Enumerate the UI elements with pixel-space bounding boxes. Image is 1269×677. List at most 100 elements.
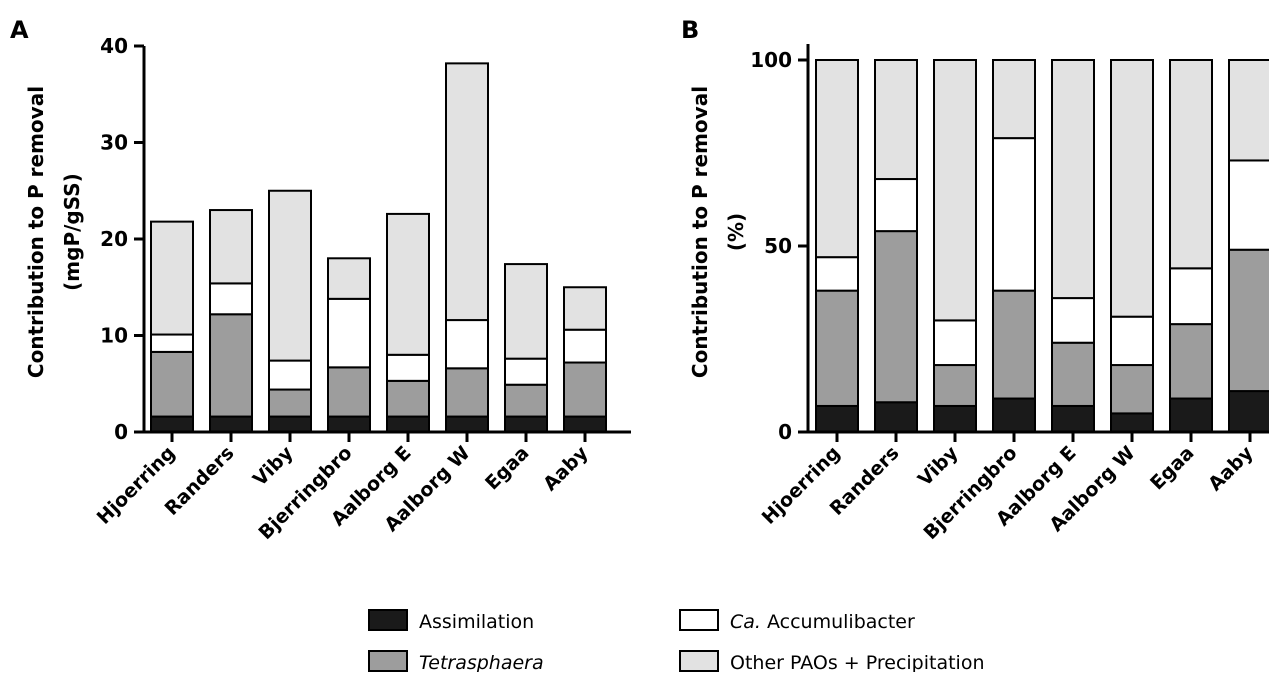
bar-hjoerring-series-3 — [815, 59, 859, 259]
bar-bjerringbro-series-3 — [327, 257, 371, 300]
bar-randers-series-2 — [209, 282, 253, 316]
x-tick-label: Egaa — [1146, 442, 1198, 494]
bar-bjerringbro-series-2 — [992, 137, 1036, 292]
bar-hjoerring-series-0 — [150, 415, 194, 433]
bar-aalborg-e-series-1 — [1051, 341, 1095, 407]
bar-aalborg-w-series-1 — [445, 367, 489, 418]
bar-aalborg-e-series-2 — [1051, 297, 1095, 344]
bar-hjoerring-series-1 — [150, 350, 194, 418]
bar-aalborg-w-series-3 — [1110, 59, 1154, 318]
bar-bjerringbro-series-2 — [327, 297, 371, 369]
bar-randers-series-3 — [874, 59, 918, 181]
x-tick-label: Aaby — [539, 442, 593, 496]
bar-aalborg-e-series-3 — [386, 212, 430, 356]
bar-egaa-series-2 — [1169, 267, 1213, 326]
bar-hjoerring-series-1 — [815, 289, 859, 407]
bar-egaa-series-3 — [1169, 59, 1213, 270]
bar-hjoerring-series-2 — [815, 256, 859, 292]
y-axis-title-unit: (mgP/gSS) — [60, 173, 84, 291]
bar-aalborg-w-series-0 — [445, 415, 489, 433]
panel-label: A — [10, 16, 29, 44]
bar-viby-series-0 — [268, 415, 312, 433]
panel-label: B — [681, 16, 699, 44]
legend-label-text: Assimilation — [419, 611, 534, 633]
bar-hjoerring-series-0 — [815, 404, 859, 433]
y-tick-label: 100 — [750, 48, 792, 72]
y-tick-label: 0 — [114, 420, 128, 444]
bar-aaby-series-1 — [563, 361, 607, 418]
legend-swatch-assimilation — [368, 609, 408, 631]
bar-aalborg-w-series-2 — [1110, 315, 1154, 367]
bar-aalborg-e-series-2 — [386, 353, 430, 382]
legend-swatch-other-paos — [679, 650, 719, 672]
legend-label-other-paos: Other PAOs + Precipitation — [730, 652, 985, 672]
bar-egaa-series-1 — [504, 383, 548, 418]
bar-egaa-series-1 — [1169, 323, 1213, 400]
x-tick-label: Hjoerring — [758, 442, 845, 529]
bar-bjerringbro-series-1 — [992, 289, 1036, 400]
bar-bjerringbro-series-1 — [327, 366, 371, 418]
bar-randers-series-0 — [874, 401, 918, 433]
y-tick-label: 30 — [100, 131, 128, 155]
bar-egaa-series-3 — [504, 263, 548, 360]
bar-aalborg-w-series-3 — [445, 62, 489, 322]
bar-randers-series-1 — [209, 313, 253, 418]
bar-aalborg-e-series-3 — [1051, 59, 1095, 300]
bar-egaa-series-2 — [504, 357, 548, 386]
bar-viby-series-0 — [933, 404, 977, 433]
bar-aalborg-e-series-0 — [1051, 404, 1095, 433]
legend-label-italic: Ca. — [730, 611, 761, 633]
bar-randers-series-0 — [209, 415, 253, 433]
legend-label-tetrasphaera: Tetrasphaera — [419, 652, 544, 672]
bar-aalborg-w-series-2 — [445, 319, 489, 370]
bar-aaby-series-3 — [1228, 59, 1269, 162]
legend-swatch-accumulibacter — [679, 609, 719, 631]
x-tick-label: Viby — [249, 442, 298, 491]
y-axis-title: Contribution to P removal — [24, 86, 48, 378]
bar-aaby-series-0 — [1228, 390, 1269, 433]
y-tick-label: 0 — [778, 420, 792, 444]
bar-viby-series-3 — [933, 59, 977, 322]
x-tick-label: Aaby — [1204, 442, 1258, 496]
legend: Assimilation Ca. Accumulibacter Tetrasphae… — [368, 609, 985, 674]
y-tick-label: 10 — [100, 324, 128, 348]
bar-bjerringbro-series-3 — [992, 59, 1036, 140]
bar-hjoerring-series-2 — [150, 333, 194, 353]
legend-label-accumulibacter: Ca. Accumulibacter — [730, 611, 915, 633]
bar-egaa-series-0 — [504, 415, 548, 433]
bar-aaby-series-0 — [563, 415, 607, 433]
legend-label-italic: Tetrasphaera — [419, 652, 544, 672]
bar-aalborg-w-series-0 — [1110, 412, 1154, 433]
x-tick-label: Viby — [914, 442, 963, 491]
bar-aalborg-w-series-1 — [1110, 364, 1154, 415]
bar-aaby-series-2 — [1228, 159, 1269, 251]
bar-viby-series-1 — [933, 364, 977, 407]
bar-aaby-series-2 — [563, 328, 607, 364]
y-tick-label: 20 — [100, 227, 128, 251]
bar-randers-series-3 — [209, 209, 253, 285]
bar-viby-series-2 — [268, 359, 312, 391]
legend-label-text: Accumulibacter — [761, 611, 915, 633]
bar-randers-series-2 — [874, 178, 918, 233]
bar-viby-series-2 — [933, 319, 977, 367]
bar-aalborg-e-series-1 — [386, 379, 430, 418]
bar-aalborg-e-series-0 — [386, 415, 430, 433]
y-axis-title-unit: (%) — [724, 213, 748, 251]
bar-viby-series-3 — [268, 189, 312, 362]
bar-bjerringbro-series-0 — [992, 397, 1036, 433]
y-tick-label: 40 — [100, 34, 128, 58]
bar-egaa-series-0 — [1169, 397, 1213, 433]
legend-label-text: Other PAOs + Precipitation — [730, 652, 985, 672]
bar-hjoerring-series-3 — [150, 220, 194, 336]
x-tick-label: Egaa — [481, 442, 533, 494]
bar-aaby-series-3 — [563, 286, 607, 331]
bar-viby-series-1 — [268, 388, 312, 418]
y-tick-label: 50 — [764, 234, 792, 258]
bar-randers-series-1 — [874, 230, 918, 404]
legend-swatch-tetrasphaera — [368, 650, 408, 672]
legend-label-assimilation: Assimilation — [419, 611, 534, 633]
